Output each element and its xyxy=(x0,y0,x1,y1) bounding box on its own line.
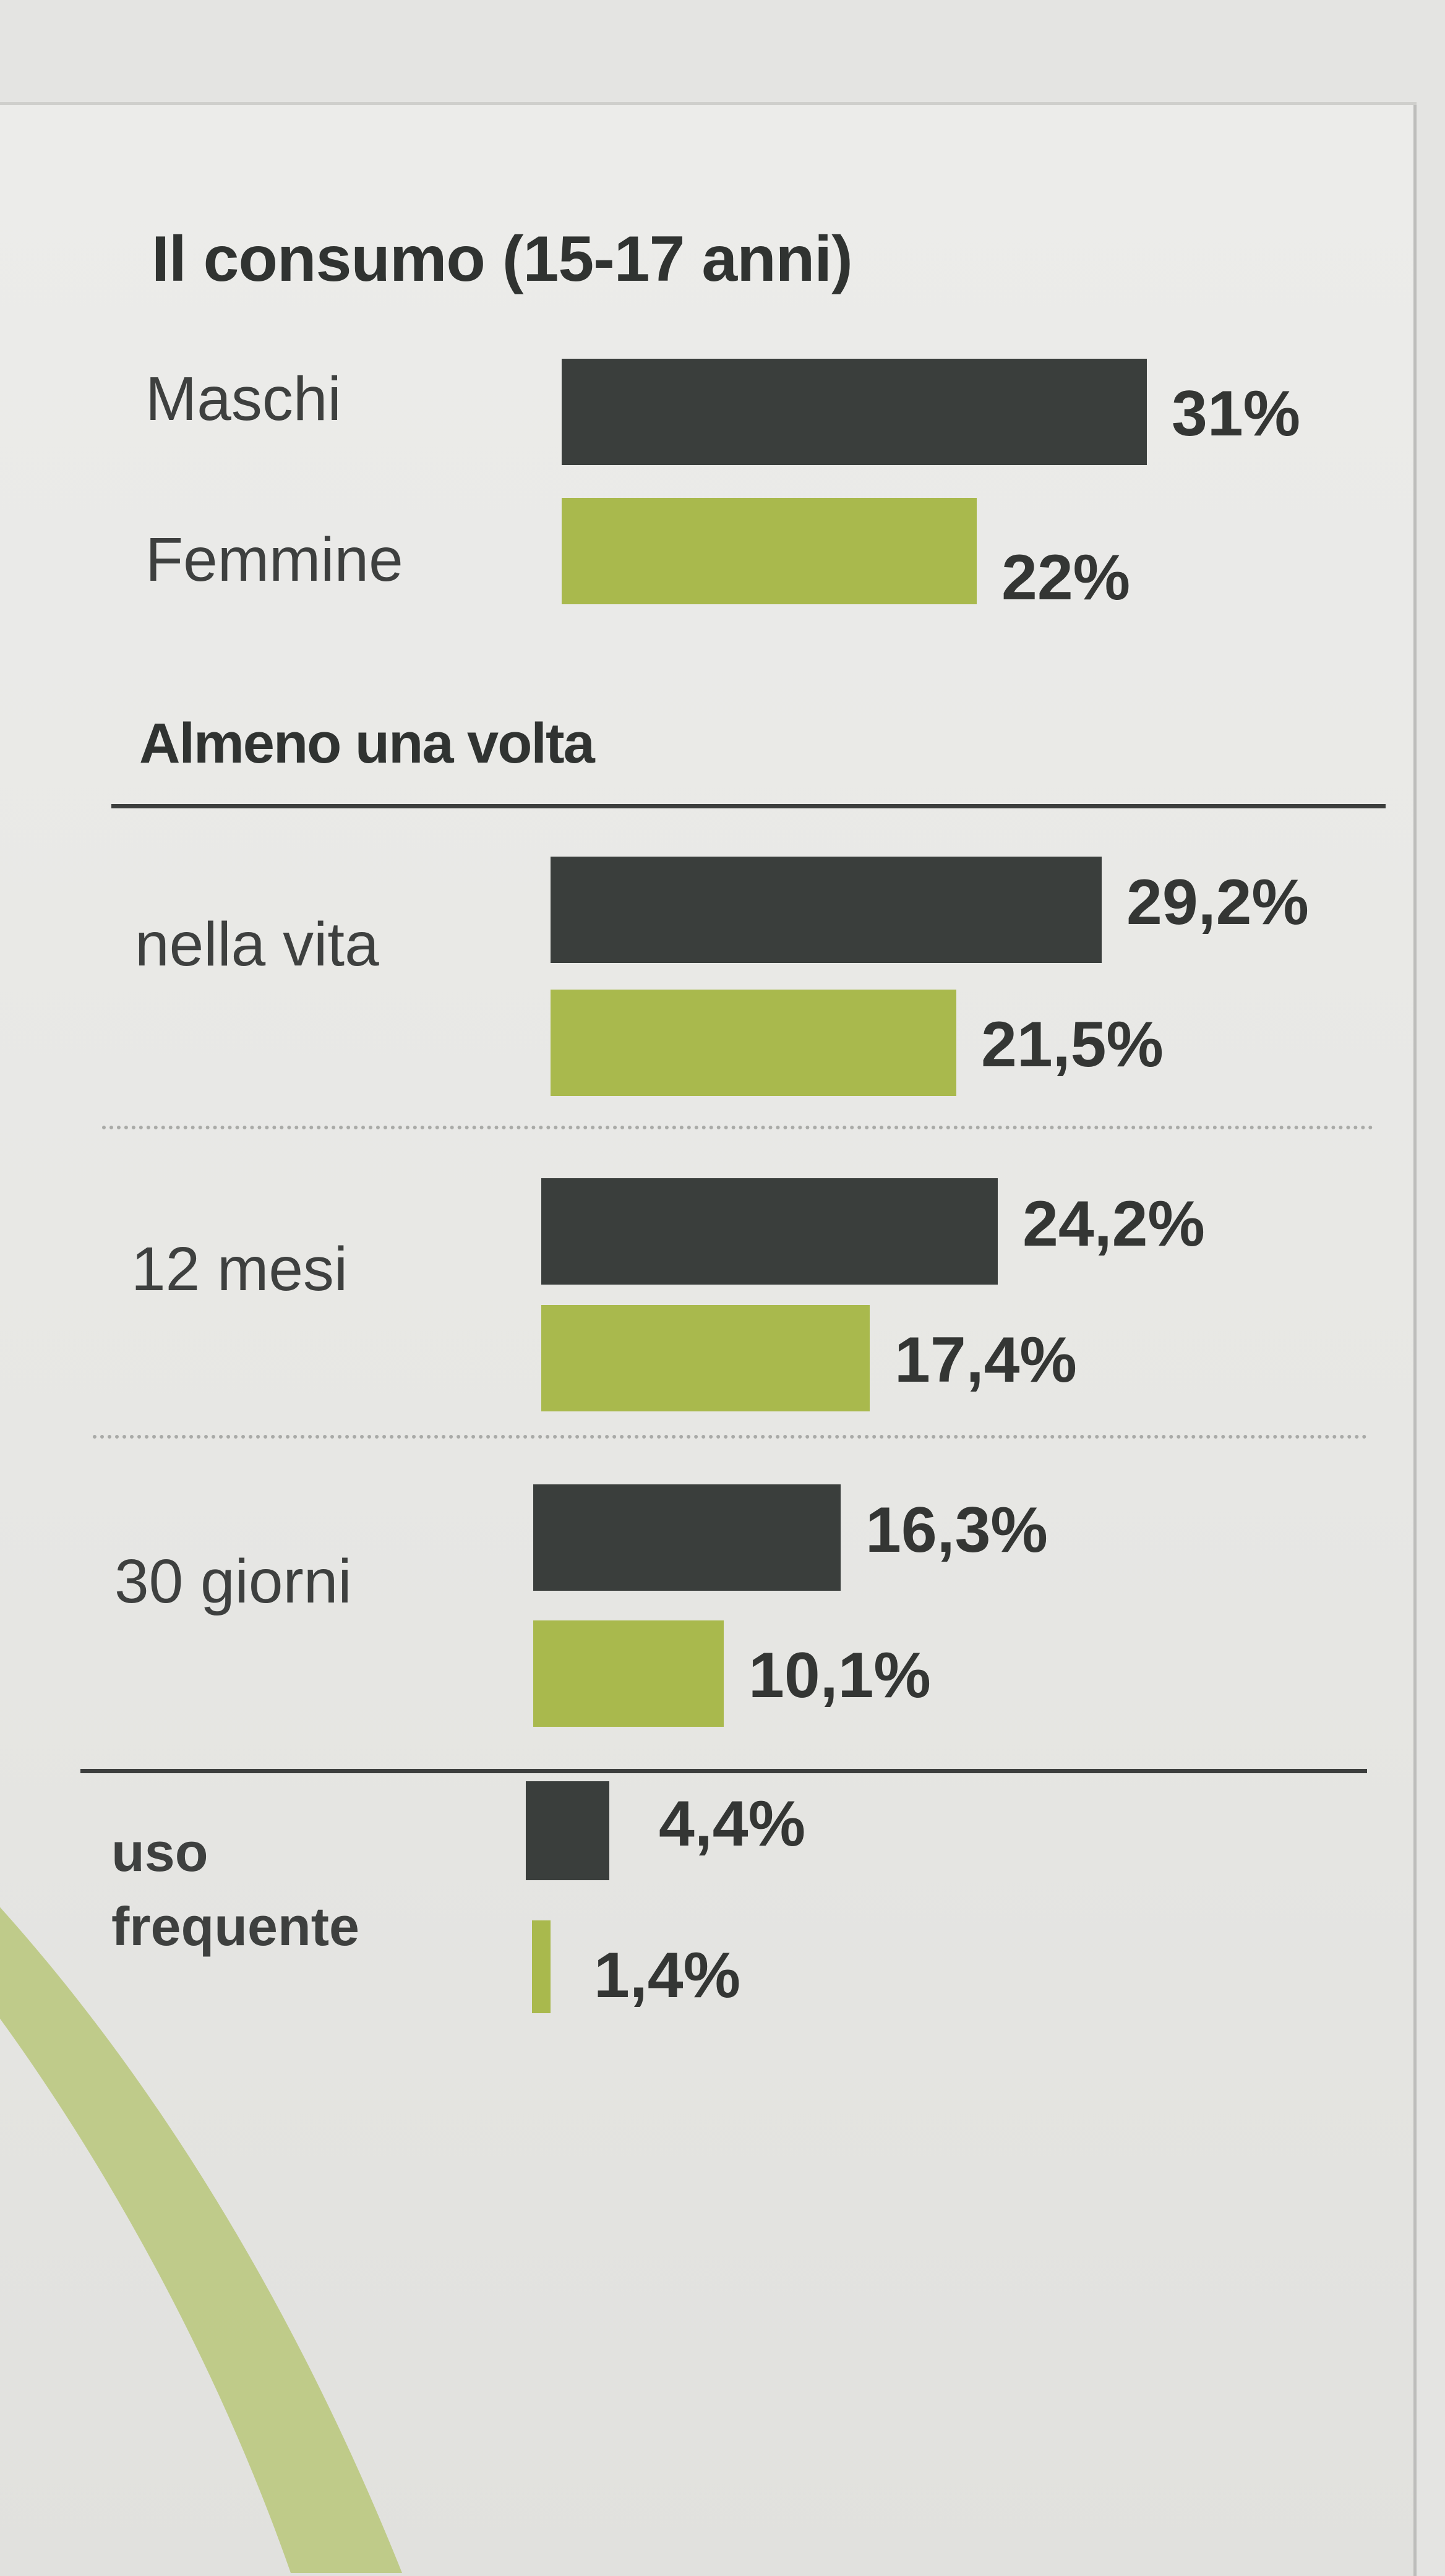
bar-femmine-30-giorni xyxy=(533,1620,724,1727)
maschi-total-value: 31% xyxy=(1172,378,1301,450)
value-maschi-30-giorni: 16,3% xyxy=(865,1494,1048,1566)
section-title: Almeno una volta xyxy=(139,712,595,775)
row-divider-1 xyxy=(102,1126,1373,1129)
chart-title: Il consumo (15-17 anni) xyxy=(152,223,853,295)
bar-maschi-30-giorni xyxy=(533,1484,841,1591)
value-femmine-nella-vita: 21,5% xyxy=(981,1009,1164,1080)
bottom-rule xyxy=(80,1769,1367,1773)
uso-frequente-label: uso frequente xyxy=(111,1815,482,1964)
value-femmine-30-giorni: 10,1% xyxy=(748,1640,931,1711)
bar-maschi-uso-frequente xyxy=(526,1781,609,1880)
bar-femmine-12-mesi xyxy=(541,1305,870,1411)
uso-frequente-line1: uso xyxy=(111,1821,208,1883)
value-maschi-12-mesi: 24,2% xyxy=(1023,1188,1205,1260)
bar-femmine-uso-frequente xyxy=(532,1920,551,2013)
category-label-30-giorni: 30 giorni xyxy=(114,1547,352,1616)
bar-maschi-12-mesi xyxy=(541,1178,998,1285)
uso-frequente-line2: frequente xyxy=(111,1896,359,1957)
maschi-label: Maschi xyxy=(145,364,341,434)
femmine-total-value: 22% xyxy=(1001,542,1131,614)
value-femmine-uso-frequente: 1,4% xyxy=(594,1940,741,2011)
value-maschi-uso-frequente: 4,4% xyxy=(659,1788,806,1860)
value-maschi-nella-vita: 29,2% xyxy=(1126,867,1309,938)
category-label-12-mesi: 12 mesi xyxy=(131,1235,348,1304)
row-divider-2 xyxy=(93,1435,1367,1439)
category-label-nella-vita: nella vita xyxy=(135,910,379,979)
bar-femmine-nella-vita xyxy=(551,990,956,1096)
section-rule xyxy=(111,804,1386,808)
value-femmine-12-mesi: 17,4% xyxy=(894,1324,1077,1396)
femmine-label: Femmine xyxy=(145,525,403,594)
femmine-total-bar xyxy=(562,498,977,604)
bar-maschi-nella-vita xyxy=(551,857,1102,963)
decorative-green-swoosh xyxy=(0,1907,402,2573)
maschi-total-bar xyxy=(562,359,1147,465)
